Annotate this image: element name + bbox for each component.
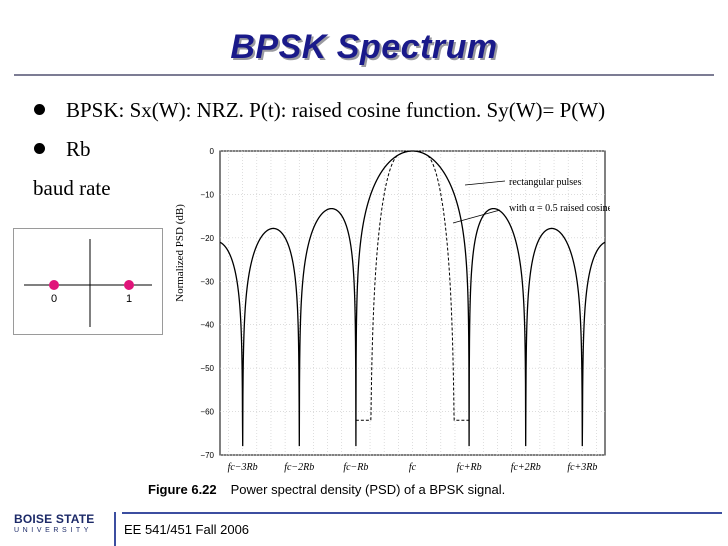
y-axis-label: Normalized PSD (dB) — [175, 204, 186, 302]
x-tick-label: fc+2Rb — [511, 462, 541, 473]
slide-title: BPSK Spectrum — [230, 28, 498, 66]
y-tick-label: −40 — [200, 321, 214, 330]
x-tick-label: fc−Rb — [343, 462, 368, 473]
annotation-raised-cosine: with α = 0.5 raised cosine filtering — [452, 203, 610, 224]
y-tick-label: −60 — [200, 408, 214, 417]
x-tick-label: fc+3Rb — [567, 462, 597, 473]
footer-text: EE 541/451 Fall 2006 — [124, 522, 250, 537]
y-tick-label: −20 — [200, 234, 214, 243]
bullet-dot-icon — [34, 104, 45, 115]
constellation-point-0 — [49, 280, 59, 290]
bpsk-constellation: 0 1 — [13, 228, 163, 335]
logo-line-2: UNIVERSITY — [14, 527, 93, 534]
x-tick-label: fc — [409, 462, 417, 473]
annotation-text: with α = 0.5 raised cosine filtering — [509, 203, 610, 214]
figure-caption-label: Figure 6.22 — [148, 482, 217, 497]
footer-rule — [122, 512, 722, 514]
series-rectangular-pulses — [219, 150, 606, 447]
body-text: baud rate — [33, 176, 111, 200]
constellation-diagram: 0 1 — [24, 239, 152, 327]
y-tick-label: −10 — [200, 190, 214, 199]
annotation-text: rectangular pulses — [509, 177, 582, 188]
figure-caption: Figure 6.22 Power spectral density (PSD) … — [148, 482, 505, 497]
psd-chart: 0 −10 −20 −30 −40 −50 −60 −70 fc−3Rb fc−2Rb fc−Rb… — [175, 147, 610, 473]
y-tick-label: 0 — [210, 147, 215, 156]
x-tick-label: fc−3Rb — [228, 462, 258, 473]
bullet-text: BPSK: Sx(W): NRZ. P(t): raised cosine fu… — [66, 98, 606, 122]
university-logo: BOISE STATE UNIVERSITY — [14, 512, 110, 542]
y-tick-label: −30 — [200, 277, 214, 286]
bullet-dot-icon — [34, 143, 45, 154]
bullet-text: Rb — [66, 137, 91, 161]
y-tick-label: −70 — [200, 451, 214, 460]
title-rule — [14, 74, 714, 76]
x-tick-label: fc−2Rb — [284, 462, 314, 473]
footer-divider — [114, 512, 116, 546]
annotation-rectangular: rectangular pulses — [464, 177, 582, 188]
constellation-label-1: 1 — [126, 293, 132, 305]
figure-caption-text: Power spectral density (PSD) of a BPSK s… — [230, 482, 506, 497]
x-tick-label: fc+Rb — [457, 462, 482, 473]
y-tick-label: −50 — [200, 364, 214, 373]
constellation-label-0: 0 — [51, 293, 57, 305]
logo-line-1: BOISE STATE — [14, 512, 95, 526]
constellation-point-1 — [124, 280, 134, 290]
